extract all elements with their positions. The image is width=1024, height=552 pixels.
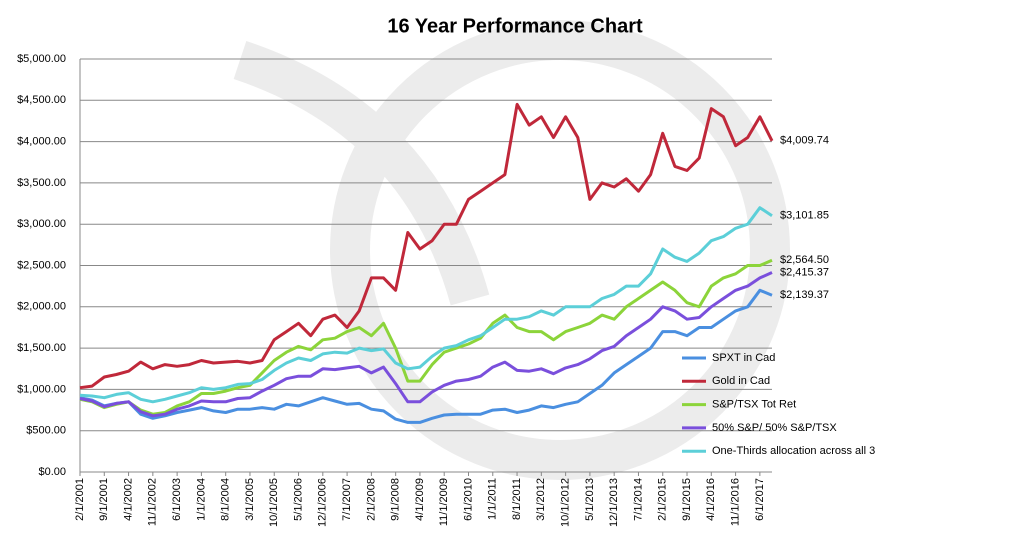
y-tick-label: $3,000.00	[17, 218, 66, 230]
x-tick-label: 1/1/2004	[195, 478, 207, 521]
x-tick-label: 11/1/2002	[147, 478, 159, 526]
y-tick-label: $4,000.00	[17, 136, 66, 148]
end-label: $3,101.85	[780, 210, 829, 222]
x-tick-label: 7/1/2014	[632, 478, 644, 521]
x-tick-label: 8/1/2004	[220, 478, 232, 521]
y-tick-label: $500.00	[26, 425, 66, 437]
x-tick-label: 3/1/2005	[244, 478, 256, 521]
y-tick-label: $1,500.00	[17, 342, 66, 354]
series-line	[79, 288, 773, 424]
x-tick-label: 6/1/2003	[171, 478, 183, 521]
x-tick-label: 5/1/2006	[292, 478, 304, 521]
y-tick-label: $1,000.00	[17, 383, 66, 395]
x-tick-label: 5/1/2013	[584, 478, 596, 521]
series-line	[79, 258, 773, 416]
x-tick-label: 2/1/2008	[365, 478, 377, 521]
x-tick-label: 4/1/2009	[414, 478, 426, 521]
y-tick-label: $3,500.00	[17, 177, 66, 189]
x-tick-label: 2/1/2015	[657, 478, 669, 521]
x-tick-label: 10/1/2005	[268, 478, 280, 527]
end-label: $2,139.37	[780, 289, 829, 301]
y-tick-label: $0.00	[38, 466, 66, 478]
x-tick-label: 8/1/2011	[511, 478, 523, 520]
x-tick-label: 9/1/2001	[98, 478, 110, 521]
y-tick-label: $2,500.00	[17, 259, 66, 271]
y-tick-label: $2,000.00	[17, 301, 66, 313]
x-tick-label: 6/1/2017	[754, 478, 766, 521]
y-tick-label: $5,000.00	[17, 53, 66, 65]
x-tick-label: 9/1/2015	[681, 478, 693, 521]
watermark	[233, 20, 790, 480]
end-label: $4,009.74	[780, 135, 829, 147]
x-tick-label: 6/1/2010	[462, 478, 474, 521]
series-line	[79, 271, 773, 418]
y-tick-label: $4,500.00	[17, 94, 66, 106]
x-tick-label: 9/1/2008	[390, 478, 402, 521]
chart-title: 16 Year Performance Chart	[387, 15, 643, 37]
legend-label: One-Thirds allocation across all 3	[712, 445, 875, 457]
series-line	[79, 102, 774, 390]
legend-label: 50% S&P/ 50% S&P/TSX	[712, 422, 837, 434]
x-tick-label: 4/1/2002	[122, 478, 134, 521]
x-tick-label: 7/1/2007	[341, 478, 353, 521]
end-label: $2,564.50	[780, 254, 829, 266]
x-tick-label: 2/1/2001	[74, 478, 86, 521]
end-label: $2,415.37	[780, 266, 829, 278]
x-tick-label: 3/1/2012	[535, 478, 547, 521]
x-tick-label: 11/1/2016	[729, 478, 741, 526]
legend-label: SPXT in Cad	[712, 352, 775, 364]
legend-label: S&P/TSX Tot Ret	[712, 399, 796, 411]
x-tick-label: 12/1/2006	[317, 478, 329, 527]
legend-label: Gold in Cad	[712, 375, 770, 387]
x-tick-label: 10/1/2012	[560, 478, 572, 527]
x-tick-label: 4/1/2016	[705, 478, 717, 521]
series-line	[79, 206, 773, 404]
x-tick-label: 11/1/2009	[438, 478, 450, 526]
x-tick-label: 1/1/2011	[487, 478, 499, 520]
x-tick-label: 12/1/2013	[608, 478, 620, 527]
